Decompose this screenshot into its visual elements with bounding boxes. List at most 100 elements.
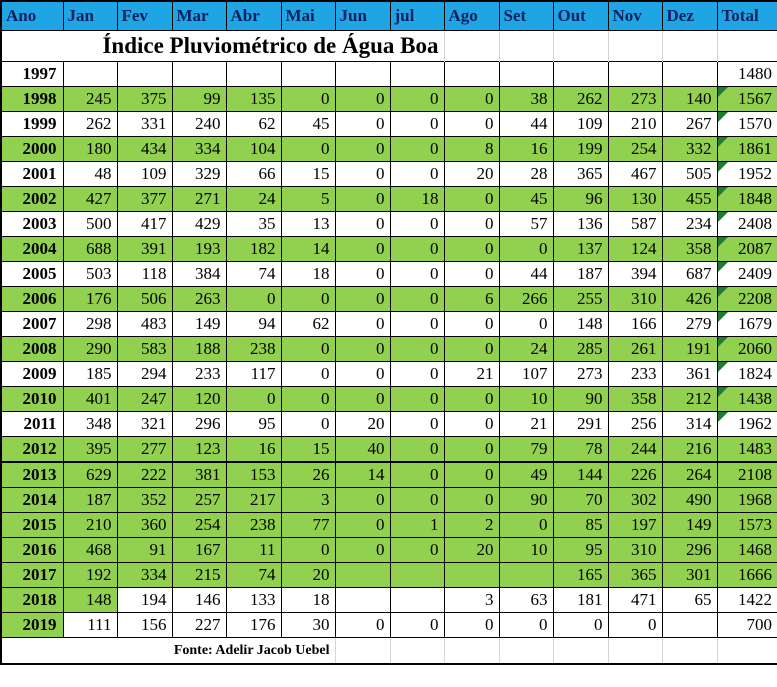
data-cell[interactable]: 285 xyxy=(552,336,609,362)
data-cell[interactable]: 267 xyxy=(661,111,718,137)
data-cell[interactable]: 0 xyxy=(334,211,391,237)
data-cell[interactable]: 483 xyxy=(116,311,173,337)
data-cell[interactable]: 65 xyxy=(661,587,718,613)
year-cell-2014[interactable]: 2014 xyxy=(0,487,64,513)
data-cell[interactable]: 40 xyxy=(334,436,391,463)
data-cell[interactable]: 0 xyxy=(443,261,500,287)
data-cell[interactable]: 20 xyxy=(334,411,391,437)
data-cell[interactable]: 314 xyxy=(661,411,718,437)
data-cell[interactable]: 233 xyxy=(171,361,227,387)
data-cell[interactable]: 0 xyxy=(334,186,391,212)
data-cell[interactable]: 15 xyxy=(280,161,336,187)
data-cell[interactable]: 0 xyxy=(443,311,500,337)
data-cell[interactable]: 188 xyxy=(171,336,227,362)
data-cell[interactable]: 294 xyxy=(116,361,173,387)
year-cell-1998[interactable]: 1998 xyxy=(0,86,64,112)
data-cell[interactable]: 181 xyxy=(552,587,609,613)
data-cell[interactable]: 471 xyxy=(607,587,663,613)
data-cell[interactable]: 78 xyxy=(552,436,609,463)
data-cell[interactable]: 38 xyxy=(498,86,554,112)
data-cell[interactable]: 49 xyxy=(498,461,554,488)
data-cell[interactable]: 257 xyxy=(171,487,227,513)
year-cell-2013[interactable]: 2013 xyxy=(0,461,64,488)
data-cell[interactable]: 166 xyxy=(607,311,663,337)
column-header-nov[interactable]: Nov xyxy=(607,0,663,31)
data-cell[interactable]: 247 xyxy=(116,386,173,412)
year-cell-2010[interactable]: 2010 xyxy=(0,386,64,412)
column-header-fev[interactable]: Fev xyxy=(116,0,173,31)
data-cell[interactable]: 395 xyxy=(62,436,118,463)
data-cell[interactable]: 426 xyxy=(661,286,718,312)
data-cell[interactable]: 8 xyxy=(443,136,500,162)
data-cell[interactable]: 331 xyxy=(116,111,173,137)
data-cell[interactable]: 0 xyxy=(389,461,445,488)
data-cell[interactable]: 298 xyxy=(62,311,118,337)
data-cell[interactable]: 332 xyxy=(661,136,718,162)
data-cell[interactable]: 0 xyxy=(443,436,500,463)
data-cell[interactable]: 176 xyxy=(62,286,118,312)
data-cell[interactable]: 0 xyxy=(389,311,445,337)
data-cell[interactable]: 16 xyxy=(225,436,282,463)
data-cell[interactable]: 123 xyxy=(171,436,227,463)
data-cell[interactable]: 0 xyxy=(443,236,500,262)
data-cell[interactable]: 1567 xyxy=(716,86,777,112)
data-cell[interactable]: 271 xyxy=(171,186,227,212)
data-cell[interactable]: 20 xyxy=(443,161,500,187)
data-cell[interactable]: 233 xyxy=(607,361,663,387)
data-cell[interactable]: 0 xyxy=(443,386,500,412)
data-cell[interactable] xyxy=(661,612,718,638)
data-cell[interactable]: 301 xyxy=(661,562,718,588)
data-cell[interactable]: 140 xyxy=(661,86,718,112)
data-cell[interactable]: 194 xyxy=(116,587,173,613)
data-cell[interactable]: 0 xyxy=(389,86,445,112)
data-cell[interactable]: 0 xyxy=(443,186,500,212)
year-cell-2008[interactable]: 2008 xyxy=(0,336,64,362)
data-cell[interactable]: 264 xyxy=(661,461,718,488)
data-cell[interactable]: 503 xyxy=(62,261,118,287)
data-cell[interactable]: 0 xyxy=(443,111,500,137)
data-cell[interactable]: 146 xyxy=(171,587,227,613)
data-cell[interactable]: 266 xyxy=(498,286,554,312)
year-cell-2007[interactable]: 2007 xyxy=(0,311,64,337)
data-cell[interactable]: 210 xyxy=(62,512,118,538)
data-cell[interactable]: 212 xyxy=(661,386,718,412)
data-cell[interactable]: 375 xyxy=(116,86,173,112)
data-cell[interactable]: 0 xyxy=(443,487,500,513)
data-cell[interactable]: 0 xyxy=(280,136,336,162)
data-cell[interactable]: 245 xyxy=(62,86,118,112)
data-cell[interactable]: 0 xyxy=(389,236,445,262)
data-cell[interactable]: 0 xyxy=(389,336,445,362)
data-cell[interactable]: 262 xyxy=(552,86,609,112)
data-cell[interactable]: 334 xyxy=(116,562,173,588)
data-cell[interactable]: 290 xyxy=(62,336,118,362)
data-cell[interactable]: 310 xyxy=(607,286,663,312)
data-cell[interactable]: 687 xyxy=(661,261,718,287)
data-cell[interactable]: 57 xyxy=(498,211,554,237)
data-cell[interactable]: 130 xyxy=(607,186,663,212)
data-cell[interactable]: 0 xyxy=(334,336,391,362)
data-cell[interactable]: 361 xyxy=(661,361,718,387)
data-cell[interactable]: 187 xyxy=(62,487,118,513)
year-cell-2005[interactable]: 2005 xyxy=(0,261,64,287)
data-cell[interactable]: 334 xyxy=(171,136,227,162)
data-cell[interactable]: 467 xyxy=(607,161,663,187)
year-cell-2017[interactable]: 2017 xyxy=(0,562,64,588)
data-cell[interactable]: 15 xyxy=(280,436,336,463)
data-cell[interactable]: 191 xyxy=(661,336,718,362)
data-cell[interactable]: 262 xyxy=(62,111,118,137)
data-cell[interactable]: 302 xyxy=(607,487,663,513)
data-cell[interactable]: 0 xyxy=(334,111,391,137)
data-cell[interactable]: 144 xyxy=(552,461,609,488)
column-header-jun[interactable]: Jun xyxy=(334,0,391,31)
data-cell[interactable]: 238 xyxy=(225,512,282,538)
year-cell-2006[interactable]: 2006 xyxy=(0,286,64,312)
data-cell[interactable]: 18 xyxy=(389,186,445,212)
data-cell[interactable]: 688 xyxy=(62,236,118,262)
data-cell[interactable]: 217 xyxy=(225,487,282,513)
data-cell[interactable]: 167 xyxy=(171,537,227,563)
year-cell-1999[interactable]: 1999 xyxy=(0,111,64,137)
data-cell[interactable]: 95 xyxy=(225,411,282,437)
data-cell[interactable]: 109 xyxy=(116,161,173,187)
data-cell[interactable]: 352 xyxy=(116,487,173,513)
data-cell[interactable]: 45 xyxy=(280,111,336,137)
